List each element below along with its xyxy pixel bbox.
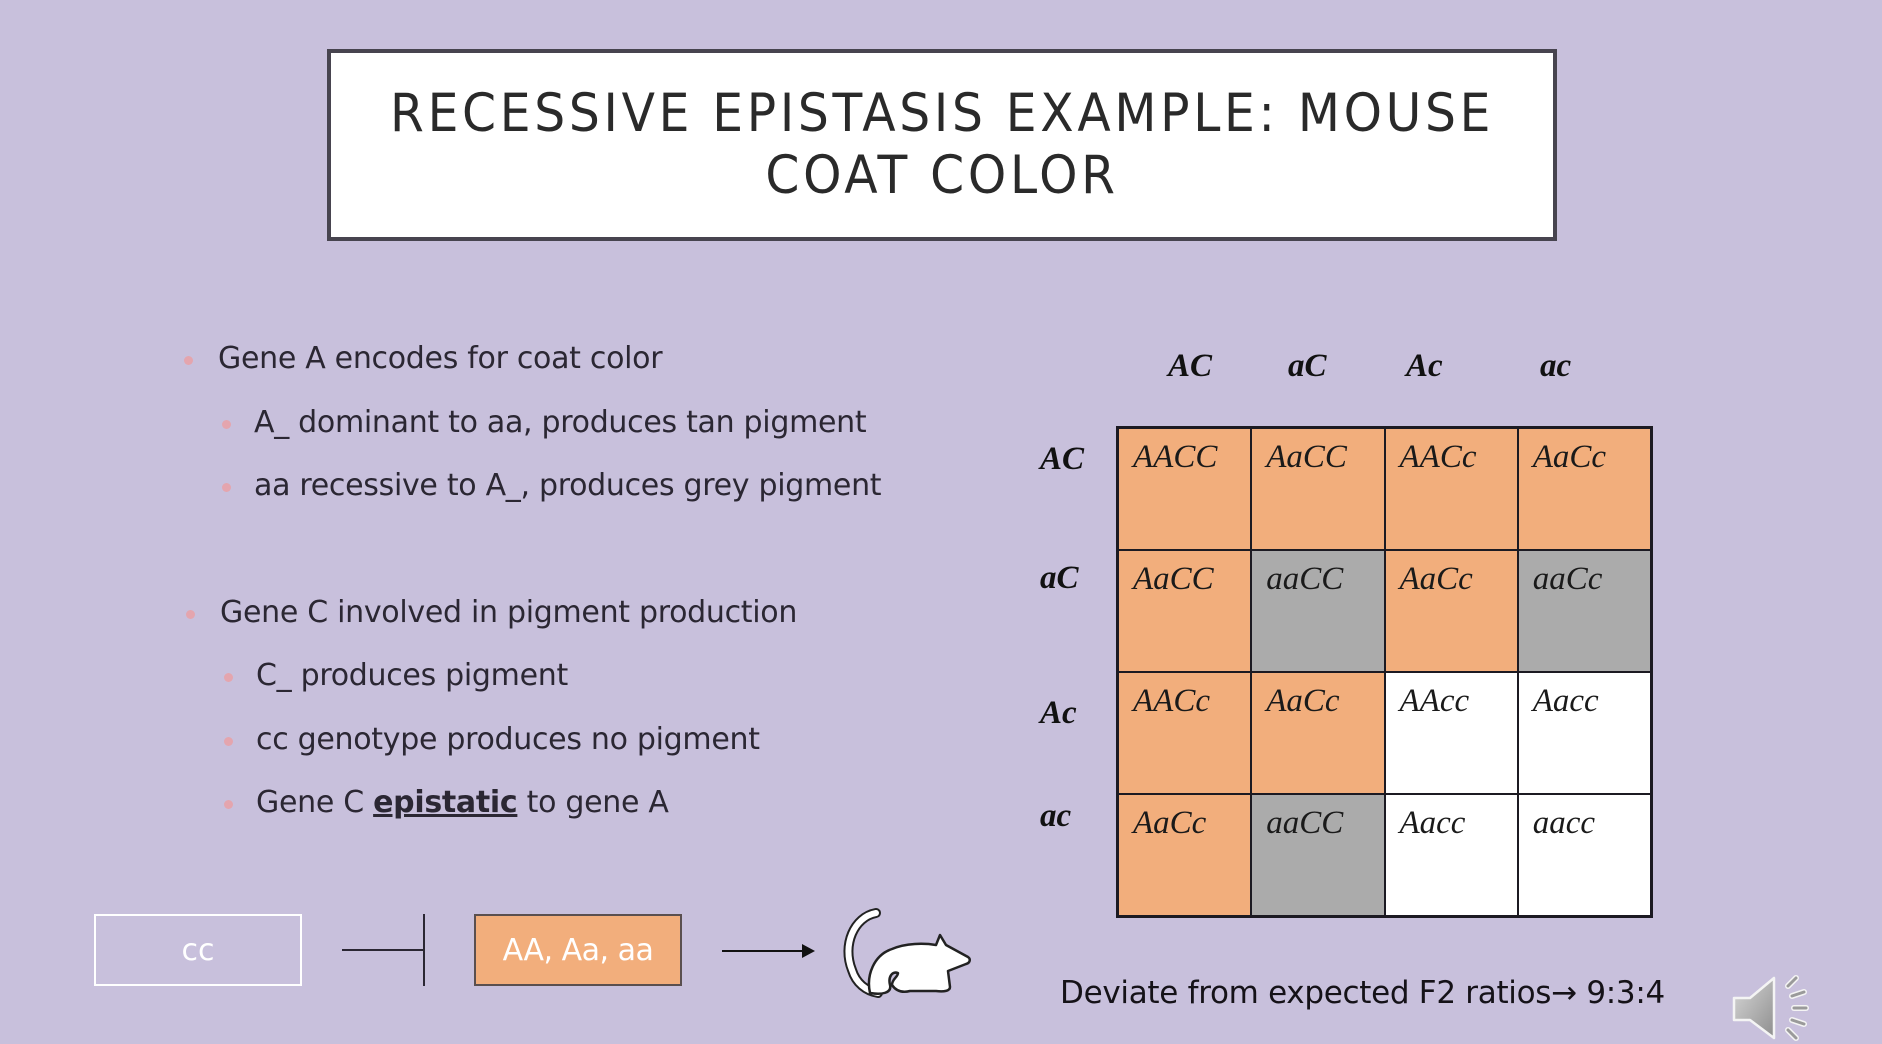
punnett-cell: AaCC <box>1118 550 1252 672</box>
slide-title-line-2: COAT COLOR <box>765 145 1119 206</box>
inhibition-line <box>342 949 424 951</box>
punnett-cell: Aacc <box>1517 672 1651 794</box>
punnett-cell: aaCC <box>1251 550 1385 672</box>
mouse-icon <box>843 908 971 998</box>
punnett-col-header: aC <box>1288 348 1327 384</box>
bullet-aa-recessive: aa recessive to A_, produces grey pigmen… <box>222 468 882 503</box>
punnett-cell: AACc <box>1384 428 1518 550</box>
bullet-epistatic: Gene C epistatic to gene A <box>224 785 669 820</box>
punnett-cell: aaCC <box>1251 794 1385 916</box>
bullet-dot-icon <box>224 800 233 809</box>
bullet-dot-icon <box>224 737 233 746</box>
punnett-cell: AAcc <box>1384 672 1518 794</box>
punnett-cell: AaCc <box>1517 428 1651 550</box>
bullet-gene-a: Gene A encodes for coat color <box>184 341 663 376</box>
punnett-col-header: ac <box>1540 348 1572 384</box>
punnett-row-header: Ac <box>1040 695 1077 731</box>
keyword-epistatic: epistatic <box>373 785 518 820</box>
punnett-row-header: ac <box>1040 798 1072 834</box>
arrow-right-icon <box>802 944 815 958</box>
bullet-gene-c: Gene C involved in pigment production <box>186 595 797 630</box>
bullet-dot-icon <box>184 356 193 365</box>
punnett-cell: Aacc <box>1384 794 1518 916</box>
a-genotypes-box: AA, Aa, aa <box>474 914 682 986</box>
punnett-cell: AaCc <box>1384 550 1518 672</box>
bullet-a-dominant: A_ dominant to aa, produces tan pigment <box>222 405 867 440</box>
bullet-cc-no-pigment: cc genotype produces no pigment <box>224 722 760 757</box>
punnett-row-header: aC <box>1040 560 1079 596</box>
punnett-cell: aacc <box>1517 794 1651 916</box>
punnett-cell: AACc <box>1118 672 1252 794</box>
slide-title-line-1: RECESSIVE EPISTASIS EXAMPLE: MOUSE <box>389 83 1495 144</box>
bullet-dot-icon <box>222 483 231 492</box>
punnett-cell: AaCC <box>1251 428 1385 550</box>
cc-genotype-box: cc <box>94 914 302 986</box>
speaker-icon[interactable] <box>1728 968 1818 1044</box>
punnett-row-header: AC <box>1040 441 1085 477</box>
inhibition-bar <box>423 914 425 986</box>
punnett-cell: aaCc <box>1517 550 1651 672</box>
punnett-col-header: Ac <box>1406 348 1443 384</box>
slide-title-box: RECESSIVE EPISTASIS EXAMPLE: MOUSE COAT … <box>327 49 1557 241</box>
bullet-dot-icon <box>186 610 195 619</box>
punnett-cell: AACC <box>1118 428 1252 550</box>
punnett-col-header: AC <box>1168 348 1213 384</box>
bullet-dot-icon <box>224 673 233 682</box>
bullet-dot-icon <box>222 420 231 429</box>
f2-ratio-note: Deviate from expected F2 ratios→ 9:3:4 <box>1060 975 1665 1011</box>
punnett-square: AACC AaCC AACc AaCc AaCC aaCC AaCc aaCc … <box>1116 426 1653 918</box>
punnett-cell: AaCc <box>1251 672 1385 794</box>
arrow-line <box>722 950 802 952</box>
bullet-c-produces: C_ produces pigment <box>224 658 568 693</box>
punnett-cell: AaCc <box>1118 794 1252 916</box>
